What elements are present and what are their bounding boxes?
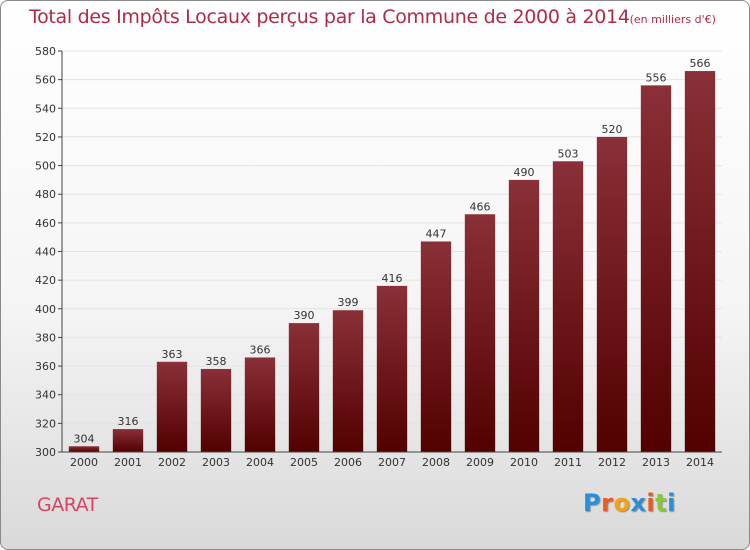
data-label: 556 [646, 71, 667, 84]
y-tick-label: 520 [35, 131, 56, 144]
x-tick-label: 2004 [246, 456, 274, 469]
x-tick-label: 2005 [290, 456, 318, 469]
axes [58, 50, 722, 453]
y-tick-label: 480 [35, 188, 56, 201]
y-tick-label: 560 [35, 74, 56, 87]
y-tick-label: 400 [35, 303, 56, 316]
x-tick-label: 2009 [466, 456, 494, 469]
bar [684, 71, 716, 453]
bar [640, 85, 672, 452]
logo-letter: t [655, 489, 668, 517]
bar [508, 179, 540, 452]
bars [68, 71, 716, 453]
x-tick-label: 2011 [554, 456, 582, 469]
data-label: 416 [382, 272, 403, 285]
x-tick-label: 2000 [70, 456, 98, 469]
x-tick-label: 2012 [598, 456, 626, 469]
y-tick-label: 340 [35, 389, 56, 402]
y-tick-label: 320 [35, 417, 56, 430]
x-tick-label: 2002 [158, 456, 186, 469]
bar [244, 357, 276, 452]
data-label: 390 [294, 309, 315, 322]
data-label: 366 [250, 343, 271, 356]
x-tick-label: 2003 [202, 456, 230, 469]
proxiti-logo: Proxiti [583, 489, 676, 517]
y-tick-label: 580 [35, 45, 56, 58]
y-tick-label: 380 [35, 331, 56, 344]
logo-letter: r [601, 489, 614, 517]
x-tick-label: 2013 [642, 456, 670, 469]
data-label: 503 [558, 147, 579, 160]
x-tick-label: 2010 [510, 456, 538, 469]
data-label: 520 [602, 123, 623, 136]
x-tick-label: 2007 [378, 456, 406, 469]
x-tick-label: 2008 [422, 456, 450, 469]
commune-name: GARAT [37, 494, 98, 516]
bar [288, 323, 320, 452]
logo-letter: i [667, 489, 676, 517]
logo-letter: i [646, 489, 656, 517]
logo-letter: o [613, 489, 631, 517]
bar [464, 214, 496, 452]
bar [420, 241, 452, 452]
y-tick-label: 540 [35, 102, 56, 115]
bar [156, 361, 188, 452]
data-label: 363 [162, 348, 183, 361]
x-tick-label: 2006 [334, 456, 362, 469]
y-tick-label: 420 [35, 274, 56, 287]
y-tick-label: 300 [35, 446, 56, 459]
data-label: 447 [426, 227, 447, 240]
data-label: 566 [690, 57, 711, 70]
data-label: 316 [118, 415, 139, 428]
data-label: 466 [470, 200, 491, 213]
labels: 300 320 340 360 380 400 420 440 460 480 500 520 540 5… [35, 45, 714, 469]
logo-letter: P [583, 489, 602, 517]
bar [200, 368, 232, 452]
x-tick-label: 2014 [686, 456, 714, 469]
y-tick-label: 460 [35, 217, 56, 230]
bar [596, 136, 628, 452]
data-label: 399 [338, 296, 359, 309]
data-label: 490 [514, 166, 535, 179]
y-tick-label: 360 [35, 360, 56, 373]
bar [68, 446, 100, 452]
chart-title: Total des Impôts Locaux perçus par la Co… [29, 6, 716, 28]
bar [376, 285, 408, 452]
bar [112, 429, 144, 452]
chart-unit: (en milliers d'€) [629, 13, 716, 26]
x-tick-label: 2001 [114, 456, 142, 469]
data-label: 304 [74, 432, 95, 445]
y-tick-label: 500 [35, 160, 56, 173]
bar [552, 161, 584, 452]
logo-letter: x [630, 489, 647, 517]
bar [332, 310, 364, 452]
y-tick-label: 440 [35, 246, 56, 259]
data-label: 358 [206, 355, 227, 368]
